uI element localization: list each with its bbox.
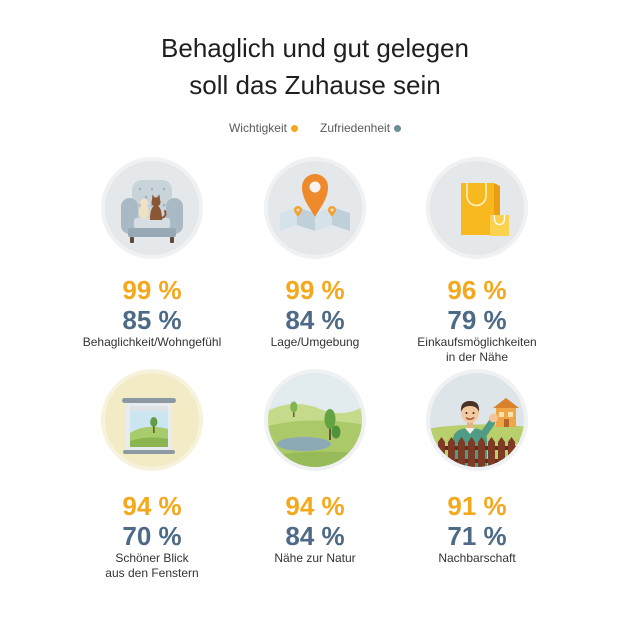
satisfaction-value-einkauf: 79 %: [447, 305, 507, 335]
legend-item-zufriedenheit: Zufriedenheit: [319, 121, 402, 135]
category-label-blick: Schöner Blick aus den Fenstern: [105, 551, 199, 580]
category-label-einkauf: Einkaufsmöglichkeiten in der Nähe: [417, 335, 537, 364]
satisfaction-value-natur: 84 %: [285, 521, 345, 551]
importance-value-lage: 99 %: [285, 275, 345, 305]
shopping-bags-icon: [426, 157, 528, 259]
neighbor-waving-icon: [426, 369, 528, 471]
legend-dot-zufriedenheit: [394, 124, 402, 132]
legend-label-wichtigkeit: Wichtigkeit: [228, 121, 287, 135]
category-label-nachbarschaft: Nachbarschaft: [438, 551, 516, 565]
category-cell-nachbarschaft: 91 % 71 % Nachbarschaft: [397, 369, 557, 566]
legend-item-wichtigkeit: Wichtigkeit: [229, 121, 298, 135]
map-pin-icon: [264, 157, 366, 259]
importance-value-blick: 94 %: [122, 491, 182, 521]
nature-landscape-icon: [264, 369, 366, 471]
legend-label-zufriedenheit: Zufriedenheit: [319, 121, 391, 135]
category-label-natur: Nähe zur Natur: [274, 551, 356, 565]
satisfaction-value-nachbarschaft: 71 %: [447, 521, 507, 551]
page-title: Behaglich und gut gelegen soll das Zuhau…: [161, 33, 469, 100]
importance-value-behaglichkeit: 99 %: [122, 275, 182, 305]
legend: Wichtigkeit Zufriedenheit: [0, 121, 630, 135]
category-label-lage: Lage/Umgebung: [270, 335, 360, 349]
satisfaction-value-behaglichkeit: 85 %: [122, 305, 182, 335]
category-cell-natur: 94 % 84 % Nähe zur Natur: [235, 369, 395, 566]
importance-value-nachbarschaft: 91 %: [447, 491, 507, 521]
category-cell-lage: 99 % 84 % Lage/Umgebung: [235, 157, 395, 350]
importance-value-einkauf: 96 %: [447, 275, 507, 305]
satisfaction-value-lage: 84 %: [285, 305, 345, 335]
category-cell-einkauf: 96 % 79 % Einkaufsmöglichkeiten in der N…: [397, 157, 557, 365]
window-view-icon: [101, 369, 203, 471]
category-cell-blick: 94 % 70 % Schöner Blick aus den Fenstern: [72, 369, 232, 581]
importance-value-natur: 94 %: [285, 491, 345, 521]
legend-dot-wichtigkeit: [290, 124, 298, 132]
category-label-behaglichkeit: Behaglichkeit/Wohngefühl: [82, 335, 222, 349]
satisfaction-value-blick: 70 %: [122, 521, 182, 551]
category-cell-behaglichkeit: 99 % 85 % Behaglichkeit/Wohngefühl: [72, 157, 232, 350]
armchair-icon: [101, 157, 203, 259]
